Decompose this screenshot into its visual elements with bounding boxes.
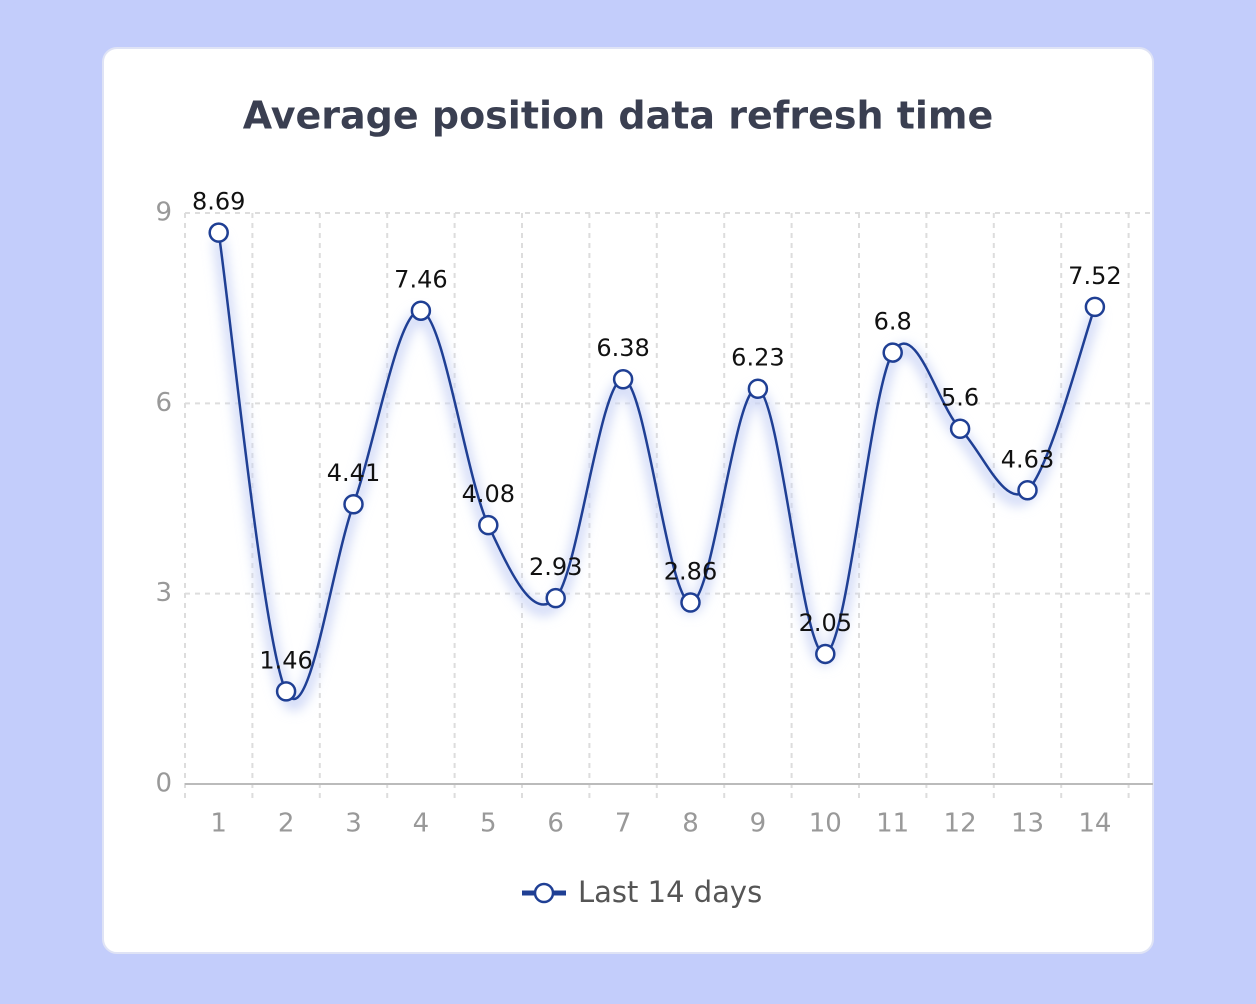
data-label: 4.63 xyxy=(1001,445,1054,473)
x-tick-label: 5 xyxy=(480,809,497,839)
marker xyxy=(410,300,432,321)
data-label: 8.69 xyxy=(192,188,245,216)
x-tick-label: 10 xyxy=(809,809,842,839)
data-label: 4.41 xyxy=(327,459,380,487)
marker xyxy=(478,514,499,536)
data-label: 7.46 xyxy=(394,266,447,294)
marker xyxy=(815,643,836,665)
line xyxy=(217,232,1097,701)
card xyxy=(102,47,1154,954)
x-tick-label: 6 xyxy=(547,809,564,839)
data-label: 7.52 xyxy=(1068,262,1121,290)
marker xyxy=(882,342,903,363)
marker xyxy=(680,592,701,613)
x-tick-label: 3 xyxy=(345,809,362,839)
x-tick-label: 14 xyxy=(1078,809,1111,839)
chart-title: Average position data refresh time xyxy=(243,94,994,138)
x-tick-label: 2 xyxy=(278,809,295,839)
data-label: 2.93 xyxy=(529,553,582,581)
x-tick-label: 11 xyxy=(876,809,909,839)
x-tick-label: 8 xyxy=(682,809,699,839)
marker xyxy=(612,368,634,390)
data-label: 2.86 xyxy=(664,558,717,586)
legend[interactable]: Last 14 days xyxy=(522,875,762,909)
marker xyxy=(949,418,971,439)
y-tick-label: 9 xyxy=(155,198,172,228)
x-tick-label: 4 xyxy=(413,809,430,839)
x-tick-label: 7 xyxy=(615,809,632,839)
data-label: 1.46 xyxy=(259,646,312,674)
y-tick-label: 6 xyxy=(155,388,172,418)
x-tick-label: 1 xyxy=(210,809,227,839)
data-label: 4.08 xyxy=(462,480,515,508)
data-label: 6.8 xyxy=(874,308,912,336)
legend-label[interactable]: Last 14 days xyxy=(578,875,762,909)
x-tick-label: 13 xyxy=(1011,809,1044,839)
marker xyxy=(1017,480,1038,501)
data-label: 6.38 xyxy=(596,334,649,362)
marker xyxy=(343,493,364,515)
x-tick-label: 9 xyxy=(750,809,767,839)
y-tick-label: 3 xyxy=(155,578,172,608)
y-tick-label: 0 xyxy=(155,769,172,799)
marker xyxy=(208,222,229,243)
x-tick-label: 12 xyxy=(944,809,977,839)
marker xyxy=(747,378,769,399)
legend-marker xyxy=(533,882,555,904)
data-label: 2.05 xyxy=(799,609,852,637)
plot: 8.69 1.46 4.41 7.46 4.08 2.93 6.38 2.86 6.23 2.05… xyxy=(184,188,1153,798)
marker xyxy=(275,681,297,702)
data-label: 6.23 xyxy=(731,344,784,372)
marker xyxy=(545,587,566,609)
data-label: 5.6 xyxy=(941,384,979,412)
marker xyxy=(1084,296,1106,318)
